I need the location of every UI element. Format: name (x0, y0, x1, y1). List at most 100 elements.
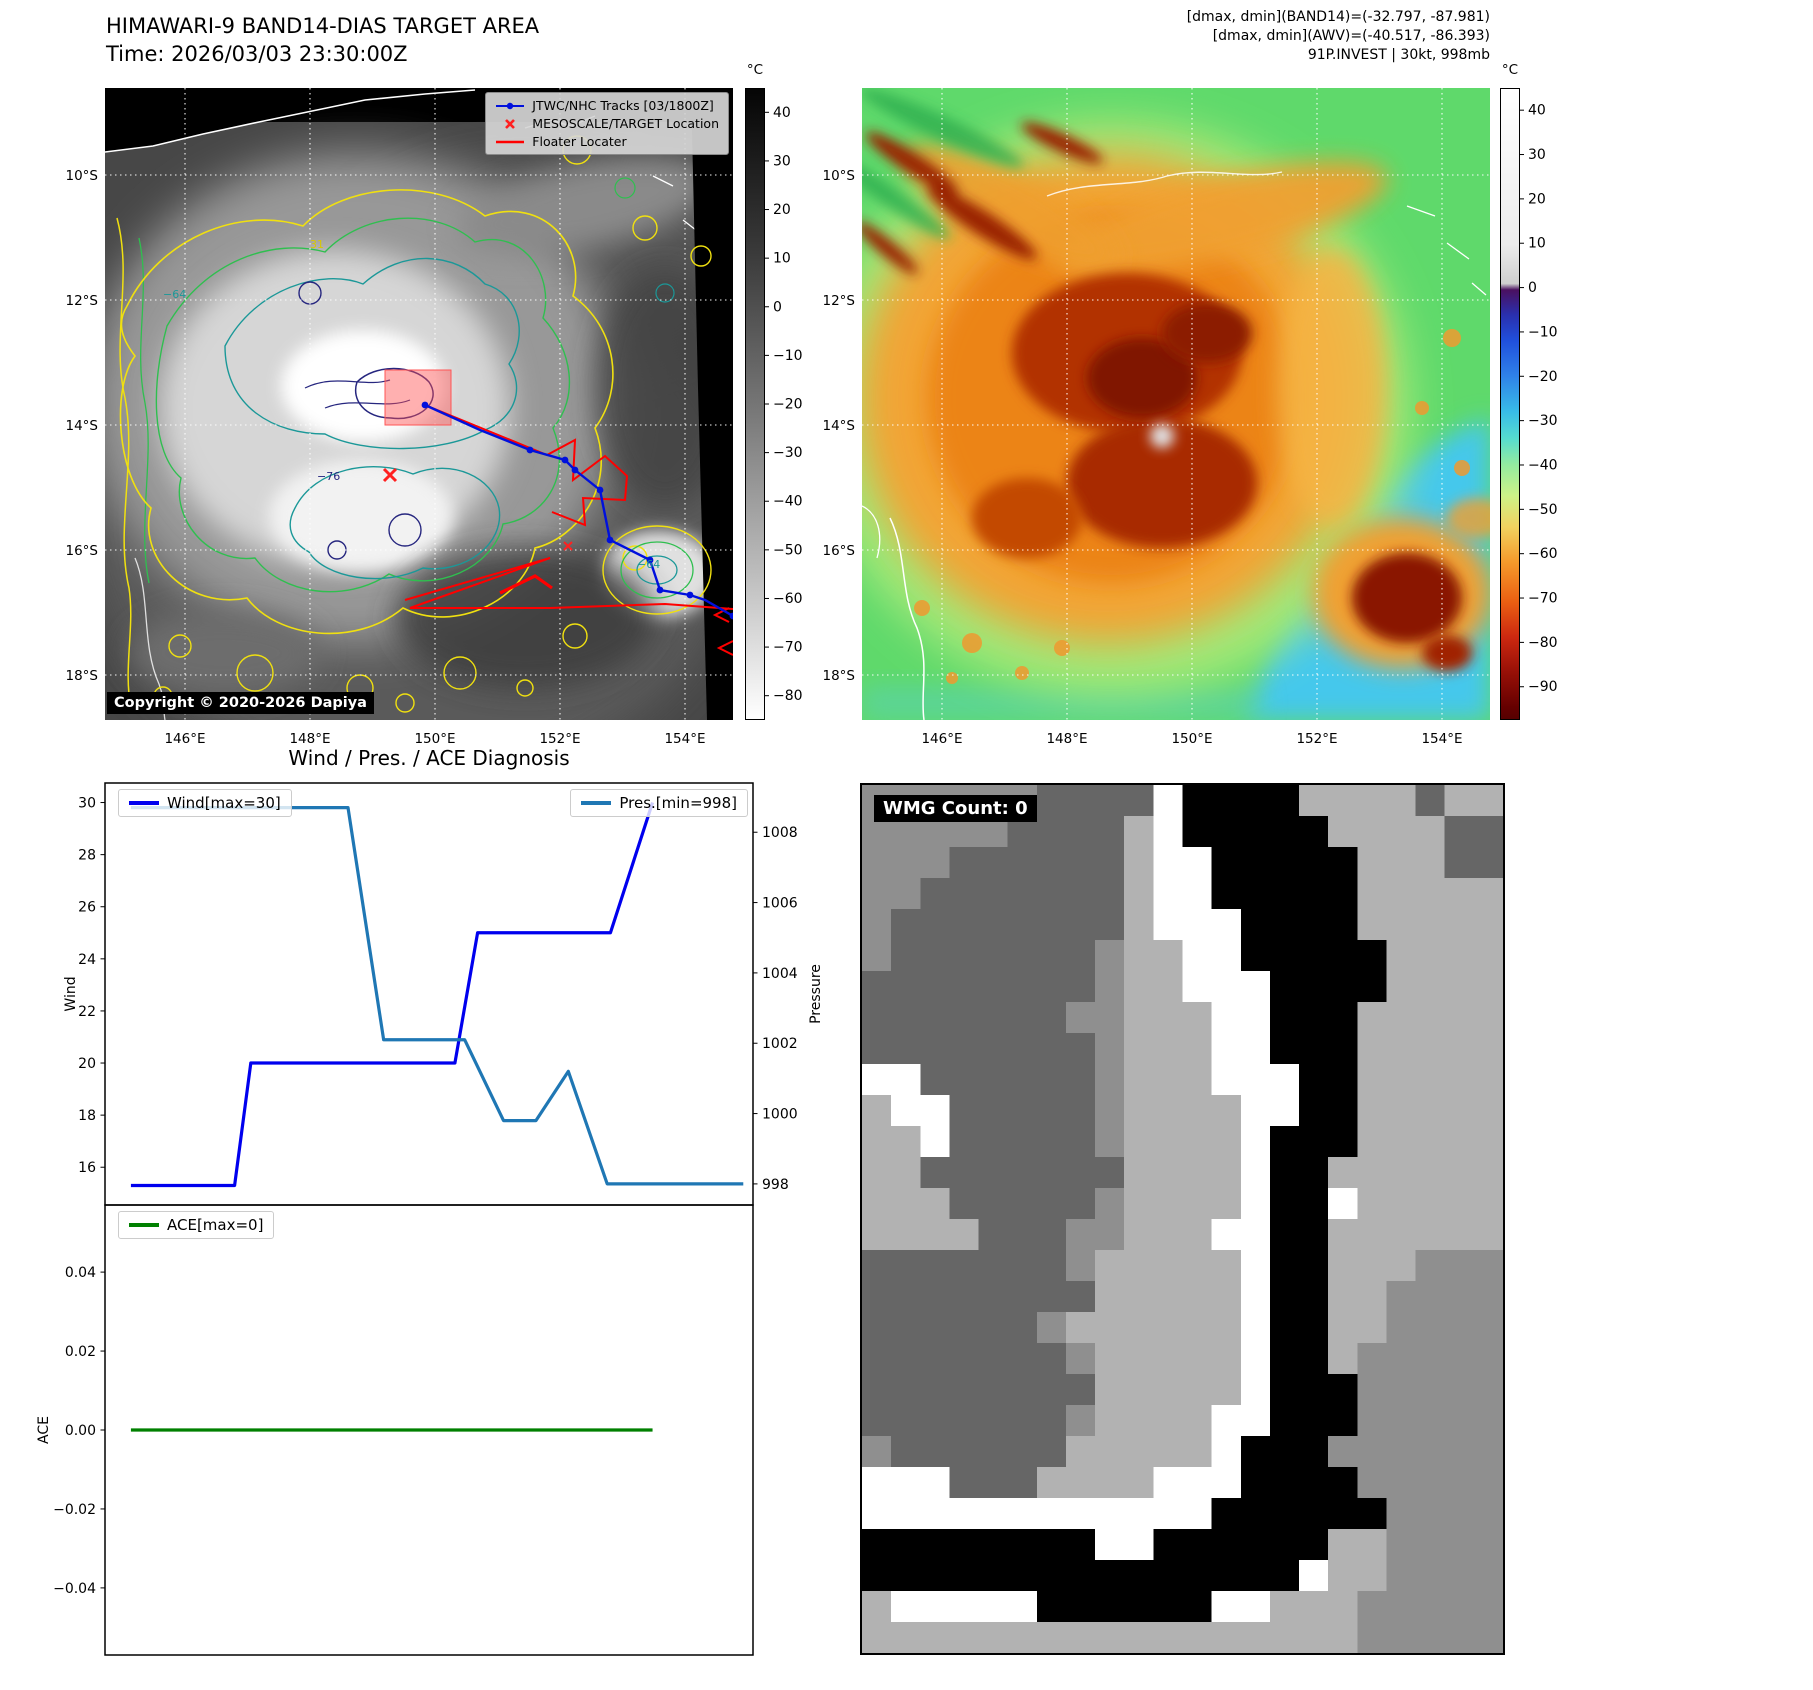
wmg-cell (1357, 1498, 1388, 1529)
wmg-cell (949, 1188, 980, 1219)
wmg-cell (1299, 785, 1330, 816)
wmg-cell (1444, 1064, 1475, 1095)
wmg-cell (1124, 1188, 1155, 1219)
wmg-cell (1473, 971, 1504, 1002)
wmg-cell (1473, 816, 1504, 847)
y-axis-title: Wind (63, 976, 79, 1011)
wmg-cell (1007, 1560, 1038, 1591)
wmg-cell (1095, 909, 1126, 940)
wmg-cell (1444, 1002, 1475, 1033)
wmg-cell (891, 1095, 922, 1126)
colorbar-tick-label: 40 (1528, 103, 1546, 119)
wmg-cell (1007, 909, 1038, 940)
wmg-cell (1473, 1250, 1504, 1281)
wmg-cell (1182, 1157, 1213, 1188)
wmg-cell (920, 878, 951, 909)
wmg-cell (1328, 1436, 1359, 1467)
wmg-cell (1182, 1436, 1213, 1467)
wmg-cell (1386, 909, 1417, 940)
wmg-cell (891, 1529, 922, 1560)
wmg-cell (1444, 1374, 1475, 1405)
wmg-cell (978, 1560, 1009, 1591)
wmg-cell (1211, 1312, 1242, 1343)
wmg-cell (1357, 878, 1388, 909)
wmg-cell (1415, 1126, 1446, 1157)
colorbar-tick-label: −50 (1528, 502, 1558, 518)
wmg-cell (1095, 1157, 1126, 1188)
wmg-cell (920, 1219, 951, 1250)
lon-label: 146°E (164, 731, 205, 747)
wmg-cell (1036, 785, 1067, 816)
wmg-cell (1269, 1157, 1300, 1188)
wmg-cell (1065, 1250, 1096, 1281)
wmg-cell (978, 940, 1009, 971)
wmg-cell (1153, 1002, 1184, 1033)
wmg-cell (1240, 1281, 1271, 1312)
wmg-cell (862, 1498, 892, 1529)
wmg-cell (862, 1250, 892, 1281)
wmg-cell (862, 1312, 892, 1343)
wmg-cell (1240, 1002, 1271, 1033)
island-coastline (1406, 205, 1487, 296)
coastline (105, 89, 476, 153)
wmg-cell (920, 1064, 951, 1095)
wmg-cell (862, 1188, 892, 1219)
wmg-cell (1182, 1033, 1213, 1064)
wmg-cell (1211, 1560, 1242, 1591)
wmg-cell (1444, 1622, 1475, 1653)
wmg-cell (891, 1281, 922, 1312)
wmg-cell (978, 1250, 1009, 1281)
y-tick-label: 20 (78, 1056, 96, 1072)
wmg-cell (1473, 1591, 1504, 1622)
wmg-cell (1095, 1219, 1126, 1250)
wmg-cell (949, 1467, 980, 1498)
wmg-cell (1036, 1219, 1067, 1250)
wmg-cell (1211, 1126, 1242, 1157)
wmg-cell (920, 1622, 951, 1653)
wmg-cell (1065, 940, 1096, 971)
wmg-cell (920, 1157, 951, 1188)
wmg-cell (1065, 1343, 1096, 1374)
wmg-cell (1211, 1095, 1242, 1126)
wmg-cell (1240, 1064, 1271, 1095)
wmg-cell (891, 1374, 922, 1405)
wmg-cell (1269, 816, 1300, 847)
y-tick-label: 0.04 (65, 1265, 96, 1281)
wmg-cell (862, 1436, 892, 1467)
wmg-cell (1299, 816, 1330, 847)
wmg-cell (1095, 1188, 1126, 1219)
colorbar-tick-label: 20 (773, 202, 791, 218)
wmg-cell (1036, 1064, 1067, 1095)
wmg-cell (1444, 1467, 1475, 1498)
wmg-cell (1328, 1033, 1359, 1064)
wmg-cell (1065, 909, 1096, 940)
awv-satellite-art (862, 88, 1490, 720)
wmg-cell (1153, 1312, 1184, 1343)
wmg-cell (978, 1126, 1009, 1157)
wmg-cell (1328, 1374, 1359, 1405)
lon-label: 154°E (664, 731, 705, 747)
wmg-cell (1357, 1529, 1388, 1560)
wmg-cell (1007, 1467, 1038, 1498)
wmg-cell (1415, 1281, 1446, 1312)
wmg-cell (1124, 1002, 1155, 1033)
wmg-cell (891, 878, 922, 909)
wmg-cell (1124, 1219, 1155, 1250)
y-tick-label: 16 (78, 1160, 96, 1176)
wmg-cell (1036, 1436, 1067, 1467)
wmg-cell (1036, 1622, 1067, 1653)
awv-colorbar (1500, 88, 1520, 720)
wmg-cell (1444, 1250, 1475, 1281)
wmg-cell (1124, 878, 1155, 909)
wmg-cell (1182, 909, 1213, 940)
wmg-cell (1269, 1591, 1300, 1622)
wmg-cell (1095, 1033, 1126, 1064)
pressure-legend-label: Pres.[min=998] (619, 794, 737, 812)
wmg-cell (1036, 847, 1067, 878)
wmg-cell (1182, 1405, 1213, 1436)
wmg-cell (891, 1157, 922, 1188)
wmg-cell (1065, 1064, 1096, 1095)
coastline (1046, 171, 1283, 197)
wmg-cell (1357, 1064, 1388, 1095)
wmg-cell (891, 847, 922, 878)
